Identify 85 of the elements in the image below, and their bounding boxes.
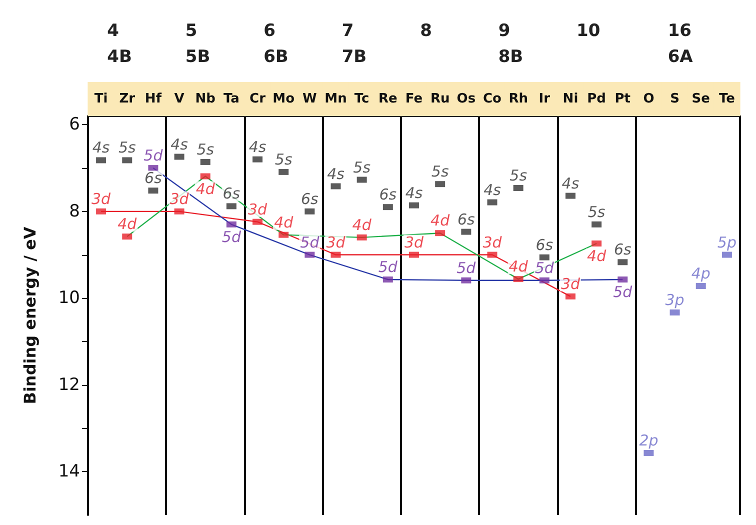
text: 4s: [170, 135, 188, 154]
x-tick-label: Cr: [250, 92, 266, 106]
x-tick-label: Zr: [119, 92, 136, 106]
series-label: 5p: [717, 233, 736, 252]
series-label: 4s: [562, 174, 580, 192]
x-tick-label: Se: [692, 92, 710, 106]
x-tick-label: S: [670, 92, 680, 106]
text: 3d: [170, 190, 189, 208]
x-tick-label: Ir: [538, 92, 551, 106]
text: 4d: [430, 212, 450, 230]
y-tick-label: 6: [69, 114, 80, 135]
x-tick-label: Tc: [354, 92, 370, 106]
text: 3d: [404, 233, 424, 252]
text: 4d: [352, 216, 372, 234]
x-tick-label: Os: [456, 92, 476, 106]
text: 5s: [510, 166, 527, 184]
series-label: 6s: [457, 210, 476, 228]
text: 4s: [248, 138, 266, 156]
x-tick-label: Mn: [324, 92, 347, 106]
text: 4s: [92, 138, 110, 157]
x-tick-label: Pd: [587, 92, 606, 106]
text: 5d: [613, 283, 632, 302]
y-tick-label: 10: [58, 288, 80, 308]
text: 7 7B: [342, 21, 367, 67]
y-tick-label: 14: [58, 462, 80, 482]
text: 3d: [560, 274, 580, 293]
y-tick-label: 8: [69, 201, 80, 222]
text: 4s: [405, 184, 423, 202]
text: 6s: [379, 186, 397, 204]
text: 6s: [301, 190, 318, 208]
text: 4d: [196, 180, 215, 198]
x-tick-label: Fe: [405, 92, 423, 106]
text: 4d: [587, 247, 606, 266]
series-label: 2p: [639, 431, 658, 450]
text: 8: [420, 21, 432, 41]
x-tick-label: Te: [718, 92, 736, 106]
text: 10: [576, 21, 600, 41]
text: 4d: [118, 215, 137, 234]
text: 3d: [92, 190, 111, 208]
text: 5 5B: [185, 21, 210, 67]
x-tick-label: W: [302, 92, 317, 106]
text: 6s: [536, 236, 554, 254]
text: 6 6B: [264, 21, 288, 67]
series-label: 5s: [274, 150, 292, 168]
text: 3d: [482, 233, 502, 252]
text: 5s: [431, 162, 449, 181]
x-tick-label: V: [174, 92, 184, 106]
text: 4d: [508, 258, 528, 276]
text: 4 4B: [107, 21, 132, 67]
text: 5d: [300, 233, 320, 252]
x-tick-label: Rh: [508, 92, 528, 106]
x-tick-label: Hf: [144, 92, 162, 106]
x-tick-label: Ti: [94, 92, 108, 106]
x-tick-label: Pt: [614, 92, 631, 106]
text: 3d: [248, 200, 268, 218]
x-tick-label: Re: [378, 92, 398, 106]
text: 16 6A: [668, 21, 694, 67]
text: 4s: [327, 164, 344, 183]
text: 5s: [588, 202, 606, 221]
text: 5d: [534, 258, 554, 277]
text: 5d: [144, 146, 163, 165]
x-tick-label: Ta: [223, 92, 240, 106]
x-tick-label: Nb: [195, 92, 216, 106]
series-label: 4p: [691, 264, 710, 283]
x-tick-label: Mo: [272, 92, 295, 106]
x-tick-label: Ni: [562, 92, 578, 106]
text: 9 8B: [498, 21, 524, 67]
x-tick-label: Ru: [430, 92, 450, 106]
text: 6s: [222, 184, 240, 203]
text: 5s: [118, 138, 136, 157]
y-axis-title: Binding energy / eV: [20, 226, 40, 404]
series-label: 4d: [274, 213, 294, 232]
text: 5d: [222, 228, 241, 246]
x-tick-label: O: [643, 92, 654, 106]
text: 5d: [456, 258, 476, 277]
series-label: 3p: [665, 290, 684, 309]
series-label: 3d: [326, 233, 346, 252]
series-label: 5d: [378, 258, 398, 276]
x-tick-label: Co: [483, 92, 502, 106]
text: 6s: [614, 240, 632, 259]
text: 5s: [353, 158, 371, 176]
y-tick-label: 12: [58, 374, 80, 395]
text: 6s: [144, 169, 162, 188]
text: 4s: [484, 180, 501, 199]
text: 5s: [196, 140, 214, 158]
